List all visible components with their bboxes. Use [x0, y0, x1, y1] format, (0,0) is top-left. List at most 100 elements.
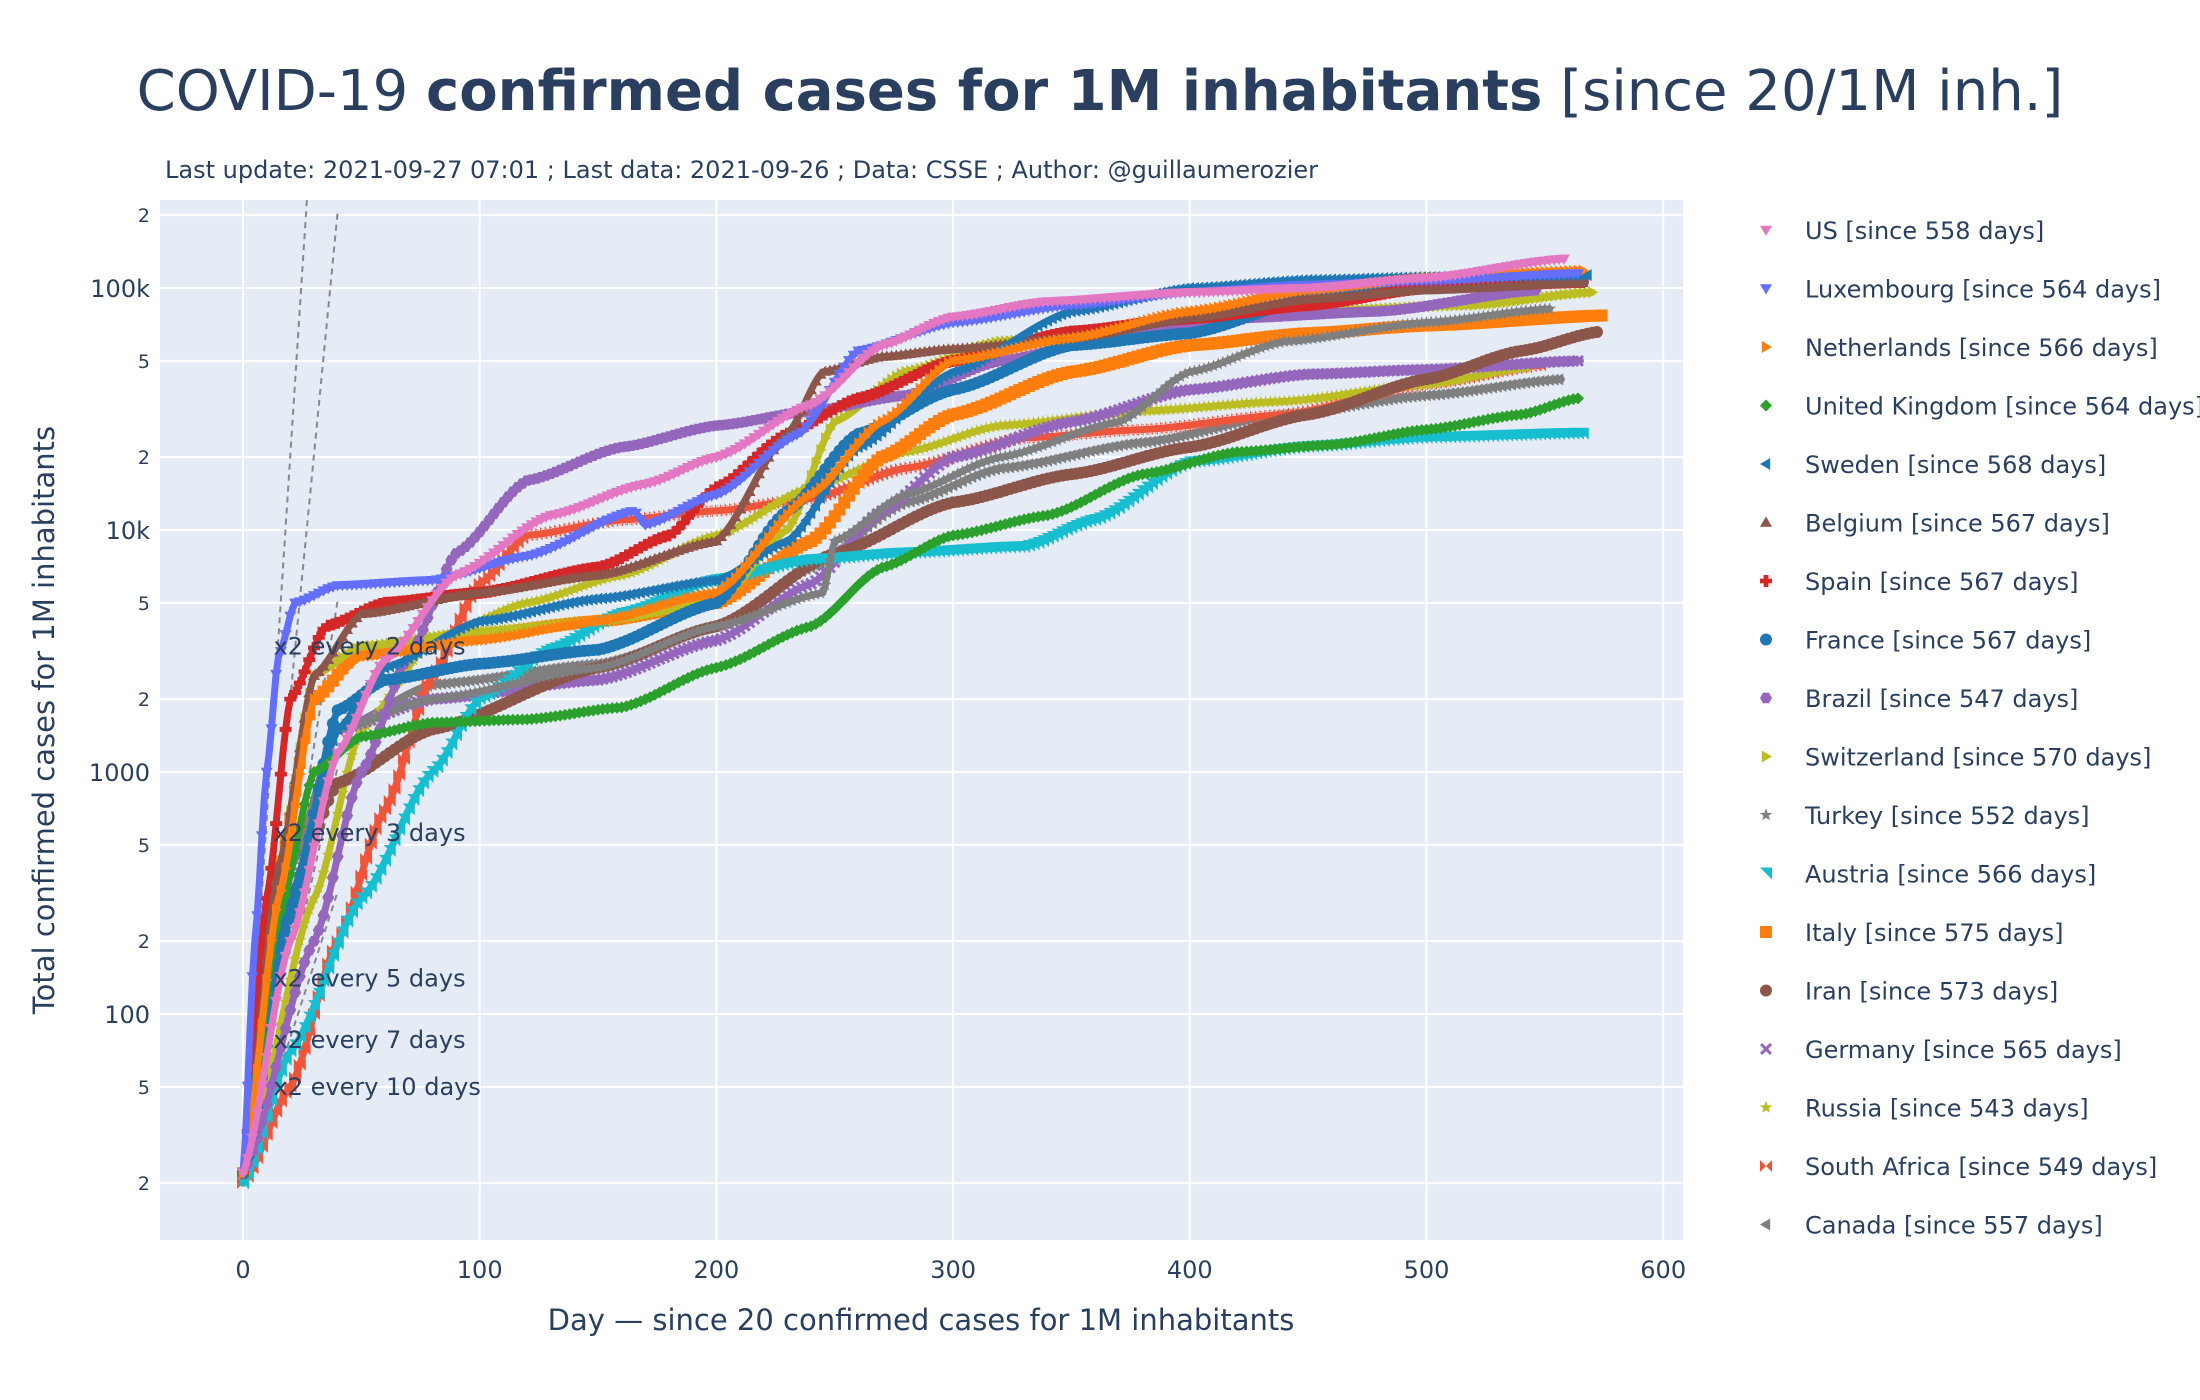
y-axis-title: Total confirmed cases for 1M inhabitants	[27, 426, 61, 1015]
series-brazil	[237, 285, 1542, 1179]
legend-marker-icon	[1761, 341, 1772, 353]
legend-marker-icon	[1760, 1043, 1772, 1055]
legend-label: Turkey [since 552 days]	[1804, 802, 2090, 830]
legend-marker-icon	[1760, 284, 1772, 295]
legend-label: Italy [since 575 days]	[1805, 919, 2063, 947]
doubling-annotation: x2 every 2 days	[274, 633, 466, 661]
y-tick-label: 2	[138, 205, 150, 227]
series-markers	[237, 392, 1584, 1180]
annotations: x2 every 2 days x2 every 3 days x2 every 5…	[274, 633, 481, 1101]
legend-marker-icon	[1760, 633, 1772, 646]
chart-title: COVID-19 confirmed cases for 1M inhabita…	[137, 59, 2064, 124]
legend-item[interactable]: Canada [since 557 days]	[1760, 1212, 2103, 1240]
y-tick-label: 5	[138, 593, 150, 615]
legend-label: United Kingdom [since 564 days]	[1805, 393, 2200, 421]
legend-marker-icon	[1760, 867, 1772, 880]
x-axis-title: Day — since 20 confirmed cases for 1M in…	[548, 1303, 1295, 1337]
legend-marker-icon	[1761, 750, 1772, 763]
legend: US [since 558 days] Luxembourg [since 564…	[1759, 217, 2200, 1240]
legend-marker-icon	[1760, 926, 1772, 938]
doubling-reference-line	[242, 891, 339, 1184]
series-layer	[236, 254, 1608, 1190]
legend-marker-icon	[1760, 984, 1772, 997]
legend-item[interactable]: Germany [since 565 days]	[1760, 1036, 2122, 1064]
doubling-annotation: x2 every 3 days	[274, 819, 466, 847]
legend-label: Brazil [since 547 days]	[1805, 685, 2078, 713]
legend-label: Iran [since 573 days]	[1805, 978, 2058, 1006]
x-tick-label: 500	[1404, 1256, 1450, 1284]
title-part-bold: confirmed cases for 1M inhabitants	[426, 59, 1542, 124]
y-tick-label: 100	[104, 1001, 150, 1029]
legend-label: Belgium [since 567 days]	[1805, 510, 2110, 538]
doubling-annotation: x2 every 5 days	[274, 965, 466, 993]
legend-item[interactable]: South Africa [since 549 days]	[1760, 1153, 2157, 1181]
legend-label: Luxembourg [since 564 days]	[1805, 276, 2161, 304]
legend-item[interactable]: Netherlands [since 566 days]	[1761, 334, 2158, 362]
y-tick-label: 1000	[89, 759, 150, 787]
x-tick-label: 200	[693, 1256, 739, 1284]
legend-item[interactable]: Belgium [since 567 days]	[1760, 510, 2110, 538]
x-tick-label: 600	[1640, 1256, 1686, 1284]
y-tick-label: 5	[138, 351, 150, 373]
legend-label: Netherlands [since 566 days]	[1805, 334, 2158, 362]
legend-item[interactable]: Switzerland [since 570 days]	[1761, 744, 2152, 772]
y-tick-label: 2	[138, 447, 150, 469]
legend-item[interactable]: Brazil [since 547 days]	[1760, 685, 2078, 713]
title-part-2: [since 20/1M inh.]	[1542, 59, 2063, 124]
series-united-kingdom	[237, 392, 1584, 1180]
legend-label: Russia [since 543 days]	[1805, 1095, 2089, 1123]
legend-item[interactable]: Italy [since 575 days]	[1760, 919, 2063, 947]
y-tick-label: 10k	[106, 517, 151, 545]
legend-marker-icon	[1760, 575, 1772, 587]
legend-label: US [since 558 days]	[1805, 217, 2044, 245]
y-tick-label: 5	[138, 1077, 150, 1099]
legend-label: France [since 567 days]	[1805, 627, 2091, 655]
x-axis-ticks: 0 100 200 300 400 500 600	[235, 1256, 1686, 1284]
x-tick-label: 400	[1167, 1256, 1213, 1284]
y-tick-label: 2	[138, 931, 150, 953]
x-tick-label: 0	[235, 1256, 250, 1284]
legend-item[interactable]: US [since 558 days]	[1760, 217, 2044, 245]
chart-subtitle: Last update: 2021-09-27 07:01 ; Last dat…	[165, 156, 1318, 184]
legend-label: Germany [since 565 days]	[1805, 1036, 2122, 1064]
legend-label: Sweden [since 568 days]	[1805, 451, 2106, 479]
y-tick-label: 5	[138, 835, 150, 857]
legend-marker-icon	[1759, 808, 1773, 821]
legend-item[interactable]: Sweden [since 568 days]	[1760, 451, 2106, 479]
x-tick-label: 300	[930, 1256, 976, 1284]
legend-label: Switzerland [since 570 days]	[1805, 744, 2151, 772]
series-sweden	[237, 269, 1592, 1180]
legend-label: South Africa [since 549 days]	[1805, 1153, 2157, 1181]
doubling-annotation: x2 every 10 days	[274, 1073, 481, 1101]
legend-item[interactable]: Luxembourg [since 564 days]	[1760, 276, 2161, 304]
legend-marker-icon	[1760, 692, 1772, 704]
series-belgium	[237, 276, 1589, 1178]
y-axis-ticks: 2 5 100 2 5 1000 2 5 10k 2 5 100k 2	[89, 205, 150, 1195]
legend-marker-icon	[1760, 458, 1771, 470]
legend-item[interactable]: United Kingdom [since 564 days]	[1760, 393, 2200, 421]
legend-marker-icon	[1760, 1218, 1771, 1231]
x-tick-label: 100	[457, 1256, 503, 1284]
legend-item[interactable]: Russia [since 543 days]	[1759, 1095, 2089, 1123]
legend-label: Spain [since 567 days]	[1805, 568, 2078, 596]
legend-marker-icon	[1760, 399, 1772, 412]
legend-item[interactable]: France [since 567 days]	[1760, 627, 2091, 655]
y-tick-label: 100k	[90, 275, 150, 303]
legend-label: Canada [since 557 days]	[1805, 1212, 2103, 1240]
legend-marker-icon	[1759, 1100, 1773, 1113]
doubling-annotation: x2 every 7 days	[274, 1026, 466, 1054]
legend-marker-icon	[1760, 516, 1772, 527]
y-tick-label: 2	[138, 1173, 150, 1195]
title-part-1: COVID-19	[137, 59, 426, 124]
legend-marker-icon	[1760, 225, 1772, 236]
legend-label: Austria [since 566 days]	[1805, 861, 2096, 889]
series-turkey	[236, 302, 1556, 1179]
legend-item[interactable]: Spain [since 567 days]	[1760, 568, 2078, 596]
legend-item[interactable]: Austria [since 566 days]	[1760, 861, 2096, 889]
legend-marker-icon	[1760, 1160, 1772, 1172]
y-tick-label: 2	[138, 689, 150, 711]
legend-item[interactable]: Iran [since 573 days]	[1760, 978, 2058, 1006]
series-us	[237, 254, 1570, 1180]
legend-item[interactable]: Turkey [since 552 days]	[1759, 802, 2090, 830]
